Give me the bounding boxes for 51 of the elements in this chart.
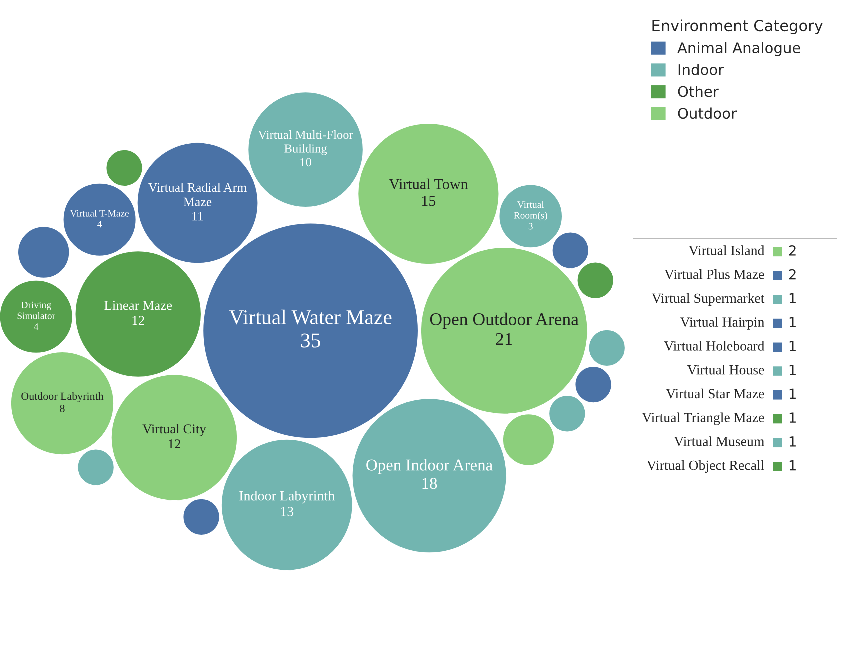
legend-label: Outdoor bbox=[678, 108, 738, 120]
category-label: Virtual House bbox=[687, 364, 764, 375]
data-label: 15 bbox=[422, 196, 436, 206]
category-label: Virtual Triangle Maze bbox=[642, 412, 764, 426]
data-label: 18 bbox=[422, 478, 438, 490]
data-label: 1 bbox=[790, 388, 796, 399]
category-label: Virtual Museum bbox=[674, 436, 765, 446]
data-label: 1 bbox=[790, 436, 796, 447]
category-label: Virtual Supermarket bbox=[652, 293, 765, 306]
category-label: Virtual Room(s) bbox=[514, 201, 548, 221]
category-label: Outdoor Labyrinth bbox=[22, 392, 104, 402]
data-label: 1 bbox=[790, 341, 796, 352]
data-label: 11 bbox=[192, 212, 204, 221]
data-label: 1 bbox=[790, 317, 796, 328]
category-label: Virtual Object Recall bbox=[646, 460, 764, 474]
data-label: 35 bbox=[301, 334, 320, 348]
legend-label: Other bbox=[678, 86, 719, 98]
data-label: 1 bbox=[790, 364, 796, 376]
data-label: 12 bbox=[168, 440, 180, 449]
category-label: Virtual Town bbox=[389, 178, 468, 190]
category-label: Indoor Labyrinth bbox=[240, 490, 335, 504]
data-label: 12 bbox=[132, 316, 144, 326]
category-label: Virtual Holeboard bbox=[664, 341, 765, 351]
data-label: 8 bbox=[60, 404, 65, 412]
category-label: Virtual Star Maze bbox=[666, 388, 764, 399]
data-label: 2 bbox=[789, 269, 796, 280]
data-label: 4 bbox=[34, 324, 39, 330]
legend-title: Environment Category bbox=[652, 20, 823, 35]
data-label: 21 bbox=[496, 333, 512, 346]
category-label: Virtual Multi-Floor Building bbox=[258, 130, 354, 156]
category-label: Virtual T-Maze bbox=[70, 210, 130, 217]
category-label: Open Indoor Arena bbox=[366, 459, 493, 474]
category-label: Virtual City bbox=[142, 424, 206, 436]
data-label: 1 bbox=[790, 460, 796, 471]
data-label: 4 bbox=[98, 221, 102, 228]
data-label: 2 bbox=[789, 245, 796, 256]
category-label: Open Outdoor Arena bbox=[430, 312, 579, 330]
data-label: 1 bbox=[790, 412, 796, 423]
category-label: Virtual Island bbox=[688, 246, 765, 256]
category-label: Virtual Plus Maze bbox=[664, 270, 764, 280]
data-label: 1 bbox=[790, 293, 796, 304]
category-label: Linear Maze bbox=[104, 301, 172, 310]
category-label: Driving Simulator bbox=[18, 302, 56, 320]
legend-label: Animal Analogue bbox=[678, 42, 800, 56]
category-label: Virtual Radial Arm Maze bbox=[148, 183, 247, 206]
data-label: 13 bbox=[281, 507, 294, 516]
category-label: Virtual Water Maze bbox=[229, 310, 392, 325]
category-label: Virtual Hairpin bbox=[680, 317, 765, 330]
legend-label: Indoor bbox=[678, 64, 724, 76]
data-label: 3 bbox=[528, 223, 533, 230]
data-label: 10 bbox=[300, 158, 312, 167]
